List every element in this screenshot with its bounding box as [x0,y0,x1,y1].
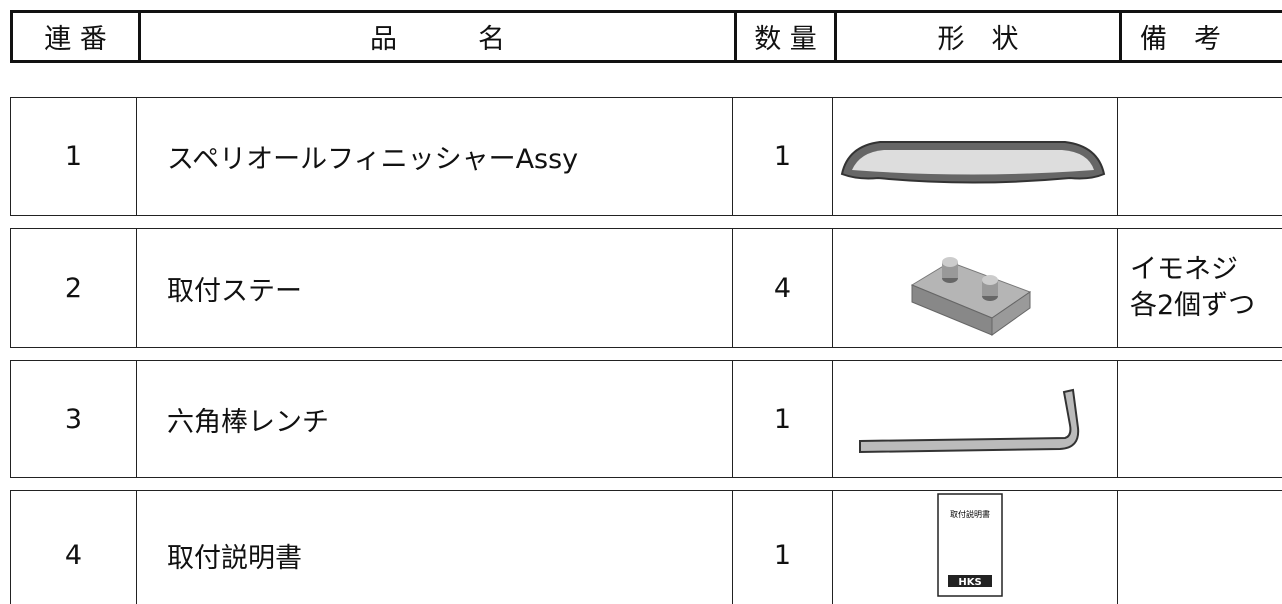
header-row: 連 番 品 名 数 量 形 状 備 考 [10,10,1282,63]
remarks-cell [1117,361,1282,477]
shape-cell [832,361,1117,477]
manual-image: 取付説明書 HKS [937,493,1003,597]
remarks-line: イモネジ [1130,254,1238,285]
stay-image [910,257,1032,336]
qty-cell: 1 [732,98,832,215]
no-cell: 3 [64,403,83,435]
name-cell: スペリオールフィニッシャーAssy [136,98,732,215]
table-row: 3 六角棒レンチ 1 [10,360,1282,478]
qty-cell: 1 [732,361,832,477]
header-cell: 連 番 [44,24,107,55]
remarks-cell [1117,98,1282,215]
table-row: 1 スペリオールフィニッシャーAssy 1 [10,97,1282,216]
header-cell: 形 状 [834,13,1119,60]
header-cell: 数 量 [734,13,834,60]
manual-title: 取付説明書 [950,509,990,519]
shape-cell [832,98,1117,215]
no-cell: 1 [64,141,83,172]
qty-cell: 4 [732,229,832,347]
table-row: 2 取付ステー 4 イモネジ各2個ずつ [10,228,1282,348]
header-cell: 備 考 [1119,13,1282,60]
table-row: 4 取付説明書 1 [10,490,1282,604]
remarks-cell [1117,491,1282,604]
wrench-image [859,388,1080,454]
remarks-line: 各2個ずつ [1130,290,1256,321]
no-cell: 2 [64,272,83,304]
qty-cell: 1 [732,491,832,604]
shape-cell [832,491,1117,604]
finisher-image [840,141,1106,184]
name-cell: 六角棒レンチ [136,361,732,477]
remarks-cell: イモネジ各2個ずつ [1117,229,1282,347]
shape-cell [832,229,1117,347]
header-cell: 品 名 [138,13,734,60]
name-cell: 取付説明書 [136,491,732,604]
name-cell: 取付ステー [136,229,732,347]
manual-brand: HKS [958,577,981,588]
no-cell: 4 [64,540,83,571]
